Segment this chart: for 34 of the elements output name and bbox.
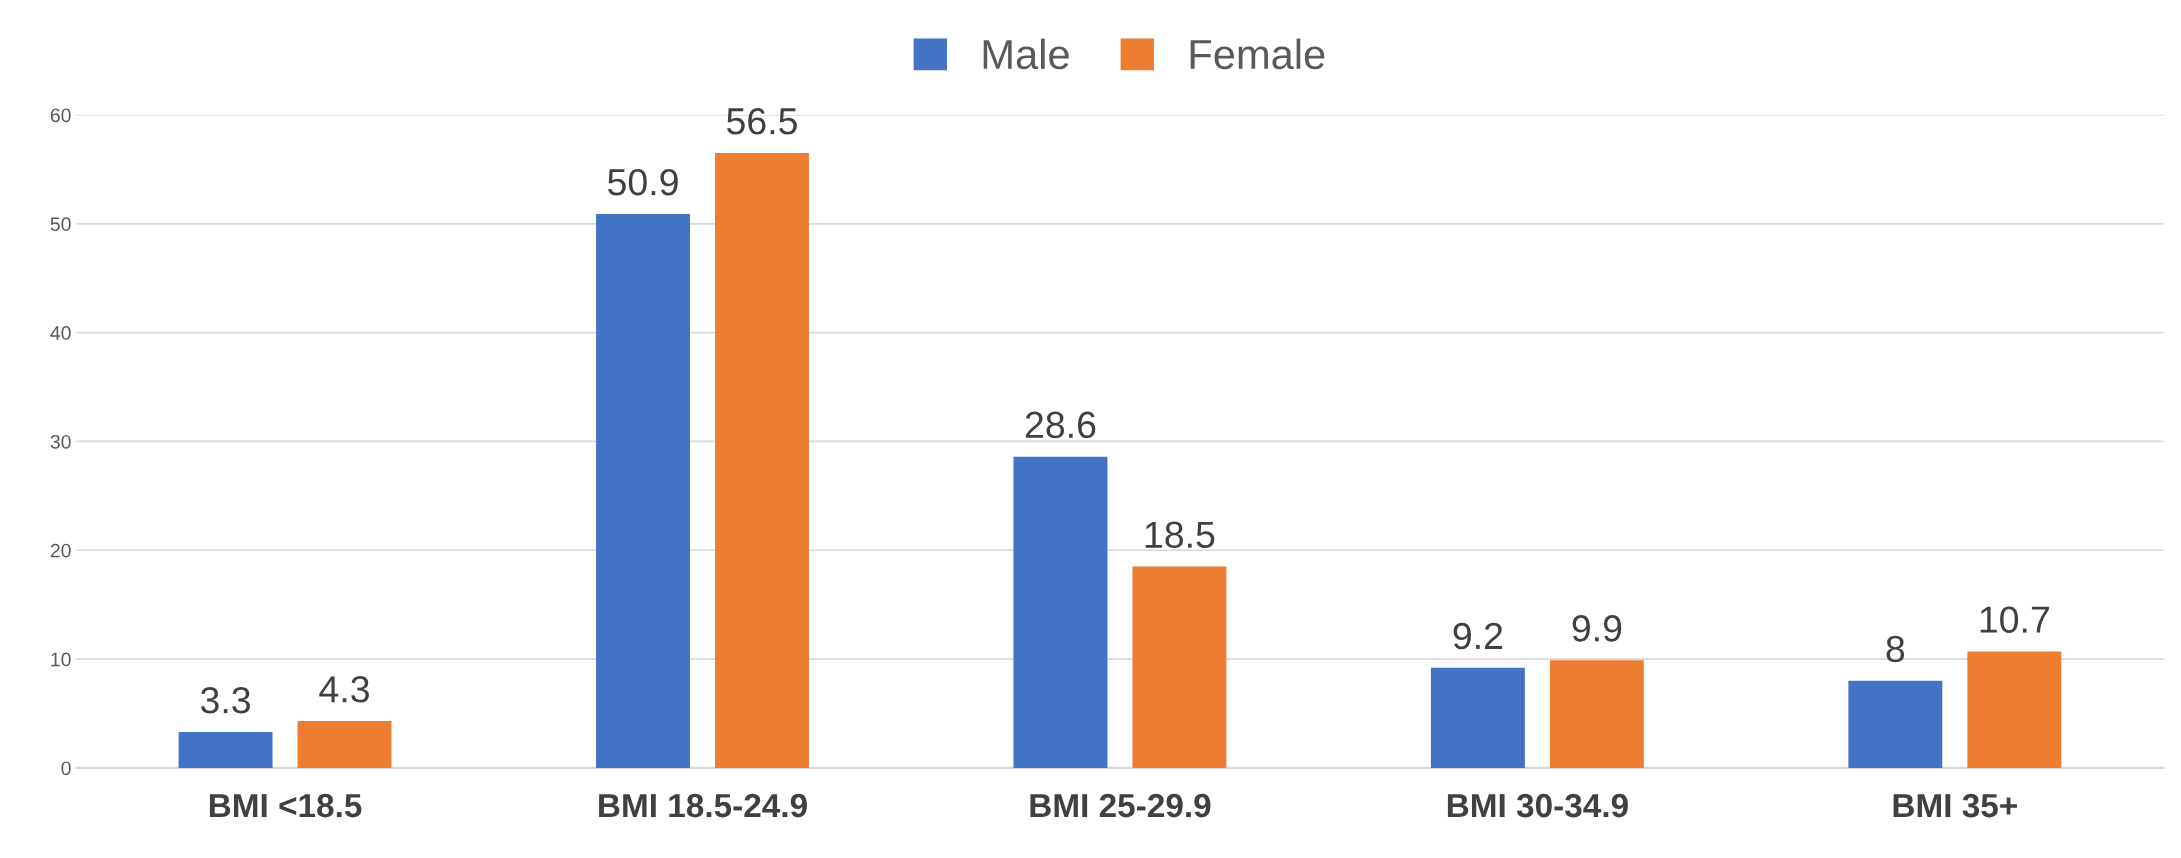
data-label: 28.6 xyxy=(1025,411,1096,439)
bar xyxy=(596,214,690,768)
x-tick-label: BMI 18.5-24.9 xyxy=(599,793,807,818)
data-label: 9.2 xyxy=(1453,622,1503,650)
x-tick-label: BMI <18.5 xyxy=(209,793,362,818)
x-tick-label: BMI 25-29.9 xyxy=(1030,793,1211,818)
y-tick-label: 20 xyxy=(50,543,71,558)
y-tick-label: 40 xyxy=(50,326,71,340)
bar xyxy=(1013,456,1108,768)
data-label: 18.5 xyxy=(1145,521,1215,549)
data-label: 9.9 xyxy=(1572,615,1622,642)
data-label: 10.7 xyxy=(1980,606,2049,633)
data-label: 4.3 xyxy=(319,676,369,703)
bar xyxy=(715,153,809,768)
y-tick-label: 0 xyxy=(61,761,71,776)
bar xyxy=(1430,667,1525,768)
x-tick-label: BMI 35+ xyxy=(1893,793,2017,818)
data-label: 3.3 xyxy=(200,686,250,714)
data-label: 56.5 xyxy=(727,107,797,135)
bar xyxy=(1848,680,1943,768)
y-tick-label: 10 xyxy=(51,652,71,667)
y-tick-label: 50 xyxy=(50,217,71,232)
bar xyxy=(1549,660,1644,768)
bar xyxy=(178,732,273,768)
bar xyxy=(297,721,392,768)
legend-label: Male xyxy=(983,38,1069,70)
bar xyxy=(1132,566,1227,768)
legend-label: Female xyxy=(1190,38,1325,70)
data-label: 50.9 xyxy=(608,168,678,196)
x-tick-label: BMI 30-34.9 xyxy=(1447,793,1628,818)
bar xyxy=(1967,651,2062,768)
y-tick-label: 30 xyxy=(50,434,71,449)
y-tick-label: 60 xyxy=(50,108,71,123)
data-label: 8 xyxy=(1886,635,1905,663)
